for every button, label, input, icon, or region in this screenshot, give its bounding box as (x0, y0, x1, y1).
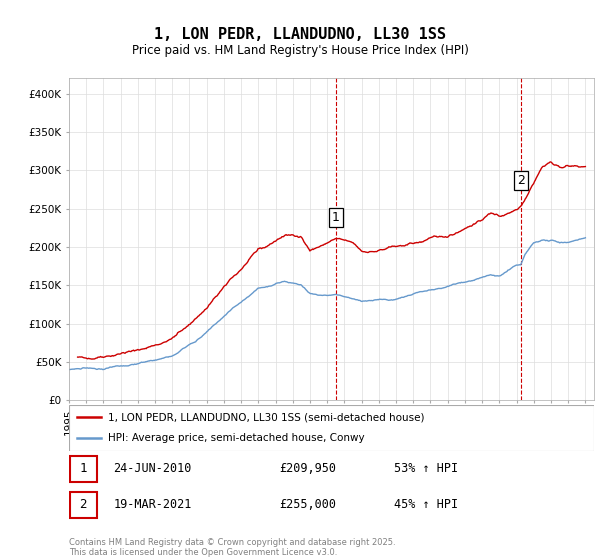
Text: £209,950: £209,950 (279, 462, 336, 475)
Text: £255,000: £255,000 (279, 498, 336, 511)
FancyBboxPatch shape (70, 456, 97, 482)
Text: 2: 2 (79, 498, 87, 511)
FancyBboxPatch shape (69, 405, 594, 451)
Text: 1: 1 (79, 462, 87, 475)
Text: 2: 2 (517, 174, 525, 187)
Text: Contains HM Land Registry data © Crown copyright and database right 2025.
This d: Contains HM Land Registry data © Crown c… (69, 538, 395, 557)
Text: HPI: Average price, semi-detached house, Conwy: HPI: Average price, semi-detached house,… (109, 433, 365, 444)
Text: 45% ↑ HPI: 45% ↑ HPI (395, 498, 458, 511)
Text: 53% ↑ HPI: 53% ↑ HPI (395, 462, 458, 475)
Text: 19-MAR-2021: 19-MAR-2021 (113, 498, 192, 511)
Text: Price paid vs. HM Land Registry's House Price Index (HPI): Price paid vs. HM Land Registry's House … (131, 44, 469, 57)
Text: 24-JUN-2010: 24-JUN-2010 (113, 462, 192, 475)
Text: 1, LON PEDR, LLANDUDNO, LL30 1SS (semi-detached house): 1, LON PEDR, LLANDUDNO, LL30 1SS (semi-d… (109, 412, 425, 422)
Text: 1, LON PEDR, LLANDUDNO, LL30 1SS: 1, LON PEDR, LLANDUDNO, LL30 1SS (154, 27, 446, 42)
FancyBboxPatch shape (70, 492, 97, 518)
Text: 1: 1 (332, 211, 340, 224)
